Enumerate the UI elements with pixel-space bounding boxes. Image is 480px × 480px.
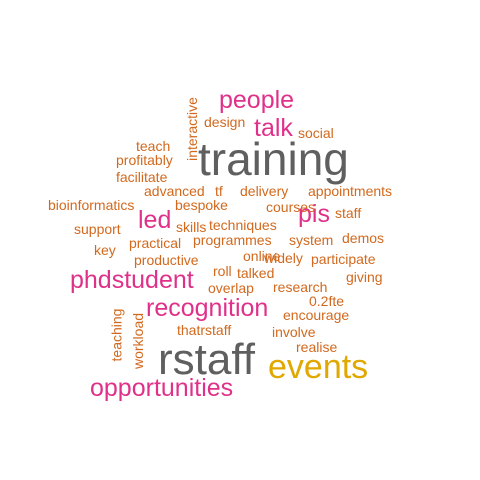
- word-facilitate: facilitate: [116, 169, 168, 185]
- word-bioinformatics: bioinformatics: [48, 197, 135, 213]
- word-people: people: [219, 86, 295, 114]
- word-advanced: advanced: [144, 183, 205, 199]
- word-delivery: delivery: [240, 183, 289, 199]
- word-talked: talked: [237, 265, 275, 281]
- word-tf: tf: [215, 183, 223, 199]
- word-talk: talk: [254, 114, 293, 142]
- word-staff: staff: [335, 205, 362, 221]
- word-overlap: overlap: [208, 280, 254, 296]
- word-events: events: [268, 348, 369, 386]
- word-phdstudent: phdstudent: [70, 266, 194, 294]
- word-interactive: interactive: [183, 97, 200, 161]
- word-support: support: [74, 221, 121, 237]
- word-skills: skills: [176, 219, 207, 235]
- word-courses: courses: [266, 199, 316, 215]
- word-led: led: [138, 206, 172, 234]
- word-appointments: appointments: [308, 183, 393, 199]
- word-roll: roll: [213, 263, 232, 279]
- word-thatrstaff: thatrstaff: [177, 322, 232, 338]
- word-0-2fte: 0.2fte: [309, 293, 345, 309]
- word-rstaff: rstaff: [158, 335, 256, 384]
- word-training: training: [198, 133, 349, 185]
- word-key: key: [94, 242, 116, 258]
- word-demos: demos: [342, 230, 385, 246]
- word-social: social: [298, 125, 334, 141]
- word-research: research: [273, 279, 328, 295]
- word-profitably: profitably: [116, 152, 173, 168]
- word-techniques: techniques: [209, 217, 277, 233]
- word-design: design: [204, 114, 246, 130]
- word-pis: pis: [298, 200, 330, 228]
- word-encourage: encourage: [283, 307, 350, 323]
- word-opportunities: opportunities: [90, 374, 234, 402]
- word-online: online: [243, 248, 281, 264]
- word-practical: practical: [129, 235, 182, 251]
- word-widely: widely: [264, 250, 303, 266]
- word-workload: workload: [130, 312, 147, 370]
- word-participate: participate: [311, 251, 376, 267]
- word-teaching: teaching: [108, 308, 125, 362]
- word-programmes: programmes: [193, 232, 272, 248]
- word-system: system: [289, 232, 334, 248]
- word-recognition: recognition: [146, 294, 269, 322]
- word-involve: involve: [272, 324, 316, 340]
- word-realise: realise: [296, 339, 338, 355]
- word-giving: giving: [346, 269, 383, 285]
- word-bespoke: bespoke: [175, 197, 228, 213]
- word-productive: productive: [134, 252, 199, 268]
- word-teach: teach: [136, 138, 171, 154]
